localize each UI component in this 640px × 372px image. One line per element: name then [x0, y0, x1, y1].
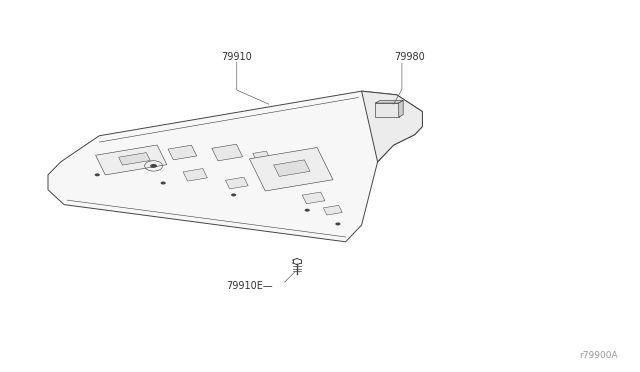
Polygon shape: [274, 160, 310, 176]
Polygon shape: [399, 100, 403, 117]
Polygon shape: [250, 148, 333, 191]
Polygon shape: [95, 145, 167, 175]
Polygon shape: [212, 144, 243, 161]
Polygon shape: [302, 192, 325, 204]
Circle shape: [335, 222, 340, 225]
Polygon shape: [183, 169, 207, 181]
Text: 79910: 79910: [221, 52, 252, 62]
Circle shape: [161, 182, 166, 185]
Polygon shape: [375, 103, 399, 117]
Polygon shape: [118, 153, 150, 165]
Polygon shape: [253, 151, 269, 160]
Polygon shape: [168, 145, 196, 160]
Polygon shape: [375, 100, 403, 103]
Circle shape: [150, 164, 157, 168]
Polygon shape: [362, 91, 422, 162]
Text: 79980: 79980: [394, 52, 425, 61]
Polygon shape: [48, 91, 422, 242]
Circle shape: [95, 173, 100, 176]
Polygon shape: [323, 205, 342, 215]
Text: r79900A: r79900A: [579, 351, 618, 360]
Polygon shape: [225, 177, 248, 189]
Text: 79910E—: 79910E—: [227, 282, 273, 291]
Circle shape: [305, 209, 310, 212]
Circle shape: [231, 193, 236, 196]
